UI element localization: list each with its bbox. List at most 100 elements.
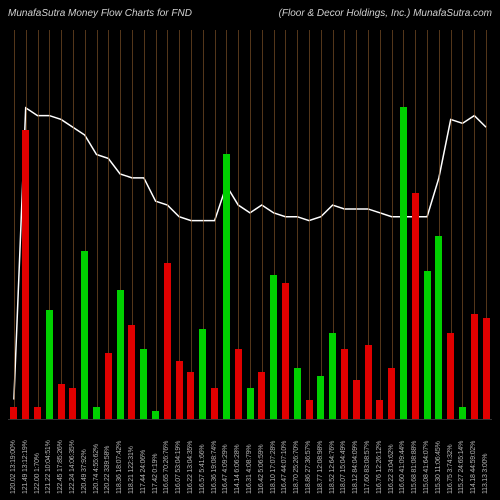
x-label: 118.36 18:07:42%	[116, 441, 123, 494]
x-label: 117.60 83:08:57%	[364, 441, 371, 494]
money-flow-bar	[10, 407, 17, 419]
money-flow-bar	[447, 333, 454, 419]
money-flow-bar	[164, 263, 171, 419]
money-flow-bar	[317, 376, 324, 419]
money-flow-bar	[22, 130, 29, 419]
money-flow-bar	[270, 275, 277, 419]
x-label: 116.60 41:09:44%	[399, 441, 406, 494]
money-flow-bar	[235, 349, 242, 419]
x-label: 116.57 5:41:66%	[199, 445, 206, 494]
x-label: 118.10 17:07:28%	[270, 441, 277, 494]
x-label: 118.07 15:04:49%	[340, 441, 347, 494]
x-label: 116.36 19:08:74%	[211, 441, 218, 494]
x-label: 113.13 3:00%	[482, 454, 489, 494]
money-flow-bar	[388, 368, 395, 419]
x-label: 118.77 12:08:98%	[317, 441, 324, 494]
grid-line	[309, 30, 310, 419]
x-label: 122.00 1:70%	[34, 453, 41, 494]
x-label: 118.21 122:31%	[128, 446, 135, 494]
x-label: 118.70 25:26:70%	[293, 441, 300, 494]
money-flow-bar	[306, 400, 313, 420]
money-flow-bar	[424, 271, 431, 419]
x-label: 116.22 13:04:35%	[187, 441, 194, 494]
x-label: 116.47 44:07:10%	[281, 441, 288, 494]
money-flow-bar	[69, 388, 76, 419]
x-label: 114.18 44:59:02%	[470, 441, 477, 494]
grid-line	[61, 30, 62, 419]
x-label: 116.65 70:26:76%	[163, 441, 170, 494]
money-flow-bar	[294, 368, 301, 419]
money-flow-bar	[152, 411, 159, 419]
x-label: 121.49 13:12:19%	[22, 440, 29, 494]
x-label: 118.12 84:04:09%	[352, 441, 359, 494]
x-label: 120.74 4:55:62%	[93, 444, 100, 494]
x-label: 116.76 12:26:12%	[376, 441, 383, 494]
grid-line	[462, 30, 463, 419]
x-label: 120.49 37:92%	[81, 450, 88, 495]
x-axis-labels: 120.02 13:19:00% 121.49 13:12:19% 122.00 1…	[8, 420, 492, 500]
money-flow-bar	[199, 329, 206, 419]
money-flow-bar	[117, 290, 124, 419]
grid-line	[38, 30, 39, 419]
money-flow-bar	[459, 407, 466, 419]
money-flow-bar	[81, 251, 88, 419]
grid-line	[156, 30, 157, 419]
x-label: 116.31 4:08:79%	[246, 445, 253, 494]
money-flow-bar	[365, 345, 372, 419]
grid-line	[321, 30, 322, 419]
x-label: 116.07 53:04:19%	[175, 441, 182, 494]
money-flow-bar	[282, 283, 289, 420]
x-label: 116.47 4:09:29%	[222, 445, 229, 494]
grid-line	[97, 30, 98, 419]
grid-line	[14, 30, 15, 419]
header-title-left: MunafaSutra Money Flow Charts for FND	[8, 8, 192, 19]
x-label: 121.22 10:04:51%	[45, 440, 52, 494]
money-flow-bar	[176, 361, 183, 420]
money-flow-bar	[341, 349, 348, 419]
money-flow-bar	[34, 407, 41, 419]
x-label: 118.86 27:36:57%	[305, 441, 312, 494]
money-flow-bar	[353, 380, 360, 419]
money-flow-bar	[187, 372, 194, 419]
x-label: 115.30 11:06:45%	[435, 441, 442, 494]
x-label: 117.42 0:19%	[152, 454, 159, 494]
money-flow-bar	[211, 388, 218, 419]
x-label: 116.22 3:04:62%	[388, 445, 395, 494]
money-flow-bar	[223, 154, 230, 419]
x-label: 116.42 5:06:59%	[258, 445, 265, 494]
money-flow-bar	[329, 333, 336, 419]
x-label: 122.45 17:85:26%	[57, 440, 64, 494]
money-flow-bar	[105, 353, 112, 419]
x-label: 115.68 81:08:88%	[411, 441, 418, 494]
money-flow-bar	[58, 384, 65, 419]
header-title-right: (Floor & Decor Holdings, Inc.) MunafaSut…	[279, 8, 492, 19]
money-flow-bar	[258, 372, 265, 419]
x-label: 115.27 24:65:14%	[458, 441, 465, 494]
grid-line	[191, 30, 192, 419]
money-flow-bar	[128, 325, 135, 419]
x-label: 120.22 339:58%	[104, 446, 111, 494]
money-flow-bar	[46, 310, 53, 419]
x-label: 116.75 3:74:32%	[447, 445, 454, 494]
x-label: 115.08 41:64:07%	[423, 441, 430, 494]
money-flow-bar	[483, 318, 490, 419]
grid-line	[356, 30, 357, 419]
grid-line	[380, 30, 381, 419]
x-label: 120.02 13:19:00%	[10, 440, 17, 494]
chart-area	[8, 30, 492, 420]
money-flow-bar	[435, 236, 442, 419]
x-label: 118.52 12:64:76%	[329, 441, 336, 494]
grid-line	[250, 30, 251, 419]
money-flow-bar	[376, 400, 383, 420]
x-label: 114.14 6:06:28%	[234, 445, 241, 494]
grid-line	[73, 30, 74, 419]
x-label: 122.24 14:06:35%	[69, 440, 76, 494]
money-flow-bar	[247, 388, 254, 419]
grid-line	[297, 30, 298, 419]
grid-line	[215, 30, 216, 419]
chart-header: MunafaSutra Money Flow Charts for FND (F…	[0, 8, 500, 19]
grid-line	[262, 30, 263, 419]
money-flow-bar	[93, 407, 100, 419]
money-flow-bar	[412, 193, 419, 419]
money-flow-bar	[400, 107, 407, 419]
